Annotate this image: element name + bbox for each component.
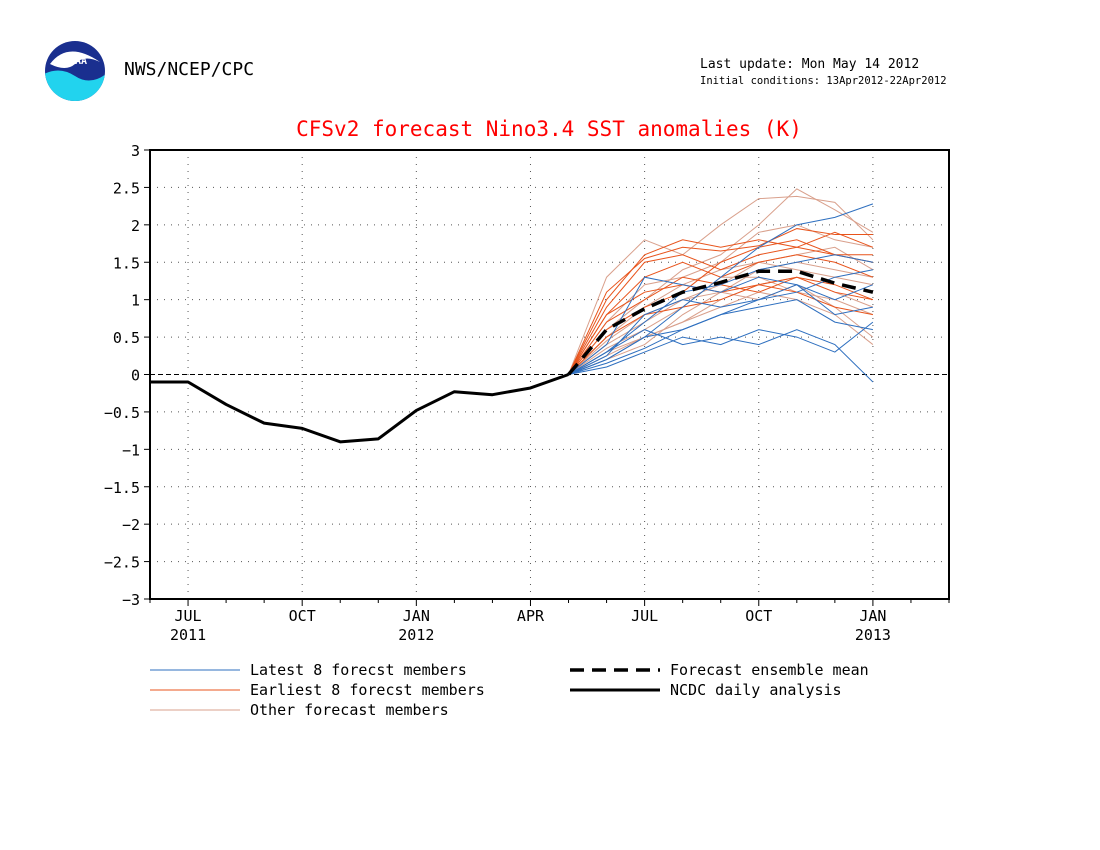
initial-conditions-text: Initial conditions: 13Apr2012-22Apr2012 xyxy=(700,75,947,87)
x-tick-year-label: 2011 xyxy=(170,626,206,644)
y-tick-label: −3 xyxy=(122,591,140,609)
forecast-member-line xyxy=(568,231,874,375)
logo-text: NOAA xyxy=(63,56,87,67)
x-tick-label: OCT xyxy=(289,607,316,625)
y-tick-label: −2 xyxy=(122,516,140,534)
x-tick-label: JAN xyxy=(859,607,886,625)
y-tick-label: 2.5 xyxy=(113,179,140,197)
x-tick-label: JUL xyxy=(631,607,658,625)
x-tick-year-label: 2013 xyxy=(855,626,891,644)
x-tick-year-label: 2012 xyxy=(398,626,434,644)
x-tick-label: APR xyxy=(517,607,545,625)
forecast-member-line xyxy=(568,321,874,375)
y-tick-label: 3 xyxy=(131,142,140,160)
y-tick-label: 2 xyxy=(131,217,140,235)
grid-lines xyxy=(150,150,949,599)
org-label: NWS/NCEP/CPC xyxy=(124,59,255,80)
legend-label: Earliest 8 forecst members xyxy=(250,681,485,699)
legend: Latest 8 forecst members Earliest 8 forec… xyxy=(150,661,869,719)
forecast-member-line xyxy=(568,188,874,375)
legend-label: Other forecast members xyxy=(250,701,449,719)
y-tick-label: 0.5 xyxy=(113,329,140,347)
x-tick-label: JAN xyxy=(403,607,430,625)
y-tick-label: −1.5 xyxy=(104,479,140,497)
forecast-member-line xyxy=(568,254,874,375)
y-tick-label: 1 xyxy=(131,292,140,310)
forecast-member-line xyxy=(568,299,874,375)
forecast-member-line xyxy=(568,195,874,375)
plot-frame xyxy=(149,149,950,600)
ensemble-mean-line xyxy=(567,269,874,376)
legend-label: NCDC daily analysis xyxy=(670,681,842,699)
legend-label: Latest 8 forecst members xyxy=(250,661,467,679)
main-series xyxy=(150,269,874,444)
legend-label: Forecast ensemble mean xyxy=(670,661,869,679)
forecast-member-line xyxy=(568,284,874,375)
last-update-text: Last update: Mon May 14 2012 xyxy=(700,57,920,72)
forecast-member-line xyxy=(568,228,873,375)
noaa-logo: NOAA xyxy=(45,41,105,101)
x-tick-label: OCT xyxy=(745,607,772,625)
x-tick-label: JUL xyxy=(175,607,202,625)
y-tick-label: 1.5 xyxy=(113,254,140,272)
y-tick-label: −1 xyxy=(122,441,140,459)
chart-title: CFSv2 forecast Nino3.4 SST anomalies (K) xyxy=(296,117,802,141)
y-axis: 3 2.5 2 1.5 1 0.5 0 −0.5 −1 −1.5 −2 −2.5 −3 xyxy=(104,142,150,609)
y-tick-label: −0.5 xyxy=(104,404,140,422)
forecast-members xyxy=(568,188,874,383)
forecast-member-line xyxy=(568,239,873,375)
y-tick-label: 0 xyxy=(131,367,140,385)
forecast-member-line xyxy=(568,329,874,383)
observed-line xyxy=(150,373,570,444)
y-tick-label: −2.5 xyxy=(104,554,140,572)
